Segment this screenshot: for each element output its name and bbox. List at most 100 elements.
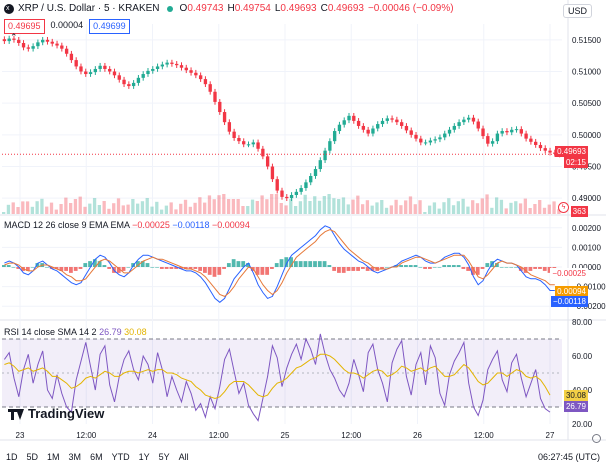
- candle-body: [433, 139, 437, 141]
- macd-line-tag: −0.00118: [551, 296, 588, 307]
- macd-histogram-bar: [145, 263, 150, 267]
- volume-bar: [365, 200, 370, 214]
- candle-body: [304, 182, 308, 189]
- macd-histogram-bar: [370, 267, 375, 271]
- rsi-legend[interactable]: RSI 14 close SMA 14 2 26.79 30.08: [4, 326, 147, 338]
- last-price-tag: 0.49693: [555, 146, 588, 157]
- volume-bar: [547, 204, 551, 214]
- macd-histogram-bar: [451, 265, 456, 267]
- volume-bar: [64, 197, 68, 214]
- volume-bar: [241, 206, 245, 214]
- candle-body: [486, 136, 490, 144]
- volume-bar: [303, 194, 307, 214]
- rsi-tick-label: 60.00: [572, 352, 593, 361]
- time-tick-label: 12:00: [76, 431, 97, 440]
- candle-body: [41, 39, 45, 43]
- volume-bar: [490, 207, 494, 214]
- timeframe-1d[interactable]: 1D: [6, 452, 18, 462]
- macd-legend-signal: −0.00094: [212, 220, 250, 230]
- macd-pane[interactable]: [2, 225, 557, 303]
- settings-icon[interactable]: [592, 434, 601, 443]
- volume-bar: [198, 197, 202, 214]
- volume-bar: [279, 203, 283, 214]
- volume-bar: [88, 203, 92, 214]
- macd-histogram-bar: [25, 267, 30, 271]
- volume-bar: [265, 199, 269, 214]
- volume-bar: [552, 201, 556, 214]
- volume-bar: [236, 199, 240, 214]
- candle-body: [60, 45, 64, 49]
- macd-histogram-bar: [203, 267, 207, 273]
- candle-body: [390, 118, 394, 120]
- macd-histogram-bar: [159, 267, 164, 269]
- ohlc-open: O0.49743: [179, 3, 224, 14]
- volume-bar: [289, 199, 293, 214]
- timeframe-all[interactable]: All: [178, 452, 189, 462]
- volume-bar: [466, 206, 470, 214]
- timeframe-1y[interactable]: 1Y: [138, 452, 150, 462]
- volume-bar: [45, 206, 49, 214]
- macd-histogram-bar: [64, 267, 69, 271]
- macd-histogram-bar: [35, 263, 40, 267]
- symbol-header[interactable]: XRP / U.S. Dollar · 5 · KRAKEN O0.49743 …: [4, 3, 454, 15]
- countdown-tag: 02:15: [563, 157, 588, 168]
- candle-body: [12, 38, 16, 40]
- trade-buttons: 0.49695 0.00004 0.49699: [4, 19, 130, 34]
- candle-body: [155, 66, 160, 69]
- candle-body: [84, 71, 88, 75]
- volume-bar: [274, 194, 279, 214]
- macd-legend-hist: −0.00025: [132, 220, 170, 230]
- utc-clock[interactable]: 06:27:45 (UTC): [537, 452, 600, 462]
- volume-bar: [11, 202, 15, 214]
- volume-bar: [380, 200, 384, 214]
- macd-histogram-bar: [231, 259, 236, 267]
- rsi-pane[interactable]: [2, 333, 562, 422]
- volume-bar: [183, 199, 188, 214]
- candle-body: [399, 122, 404, 126]
- timeframe-6m[interactable]: 6M: [90, 452, 103, 462]
- macd-histogram-bar: [121, 267, 126, 271]
- buy-button[interactable]: 0.49699: [89, 19, 130, 34]
- price-pane[interactable]: [2, 35, 562, 214]
- macd-histogram-bar: [514, 267, 518, 268]
- candle-body: [294, 191, 299, 195]
- macd-histogram-bar: [432, 267, 437, 268]
- symbol-title[interactable]: XRP / U.S. Dollar · 5 · KRAKEN: [18, 3, 160, 14]
- candle-body: [505, 131, 509, 133]
- volume-bar: [49, 202, 54, 214]
- macd-histogram-bar: [274, 263, 279, 267]
- macd-histogram-bar: [360, 267, 365, 269]
- volume-bar: [59, 204, 63, 214]
- macd-histogram-bar: [356, 267, 360, 271]
- volume-bar: [351, 199, 355, 214]
- volume-bar: [456, 201, 460, 214]
- candle-body: [443, 133, 447, 138]
- macd-legend[interactable]: MACD 12 26 close 9 EMA EMA −0.00025 −0.0…: [4, 219, 250, 231]
- currency-button[interactable]: USD: [562, 4, 592, 18]
- watermark-text: TradingView: [28, 406, 105, 421]
- macd-histogram-bar: [289, 257, 293, 267]
- timeframe-5y[interactable]: 5Y: [158, 452, 170, 462]
- timeframe-5d[interactable]: 5D: [26, 452, 39, 462]
- timeframe-3m[interactable]: 3M: [68, 452, 82, 462]
- lightning-icon[interactable]: ϟ: [558, 202, 569, 213]
- tradingview-watermark[interactable]: TradingView: [8, 406, 105, 421]
- volume-bar: [471, 200, 475, 214]
- candle-body: [490, 141, 495, 144]
- macd-histogram-bar: [236, 261, 241, 267]
- candle-body: [136, 77, 141, 83]
- tradingview-logo-icon: [8, 408, 24, 420]
- timeframe-ytd[interactable]: YTD: [111, 452, 130, 462]
- candle-body: [342, 120, 346, 125]
- volume-bar: [217, 195, 221, 214]
- sell-button[interactable]: 0.49695: [4, 19, 45, 34]
- volume-bar: [322, 196, 326, 214]
- macd-histogram-bar: [518, 267, 523, 271]
- chevron-up-icon[interactable]: ⌃: [10, 32, 18, 42]
- macd-histogram-bar: [164, 267, 169, 269]
- candle-body: [194, 72, 198, 76]
- timeframe-1m[interactable]: 1M: [47, 452, 60, 462]
- candle-body: [270, 166, 275, 180]
- ohlc-change: −0.00046 (−0.09%): [367, 3, 454, 14]
